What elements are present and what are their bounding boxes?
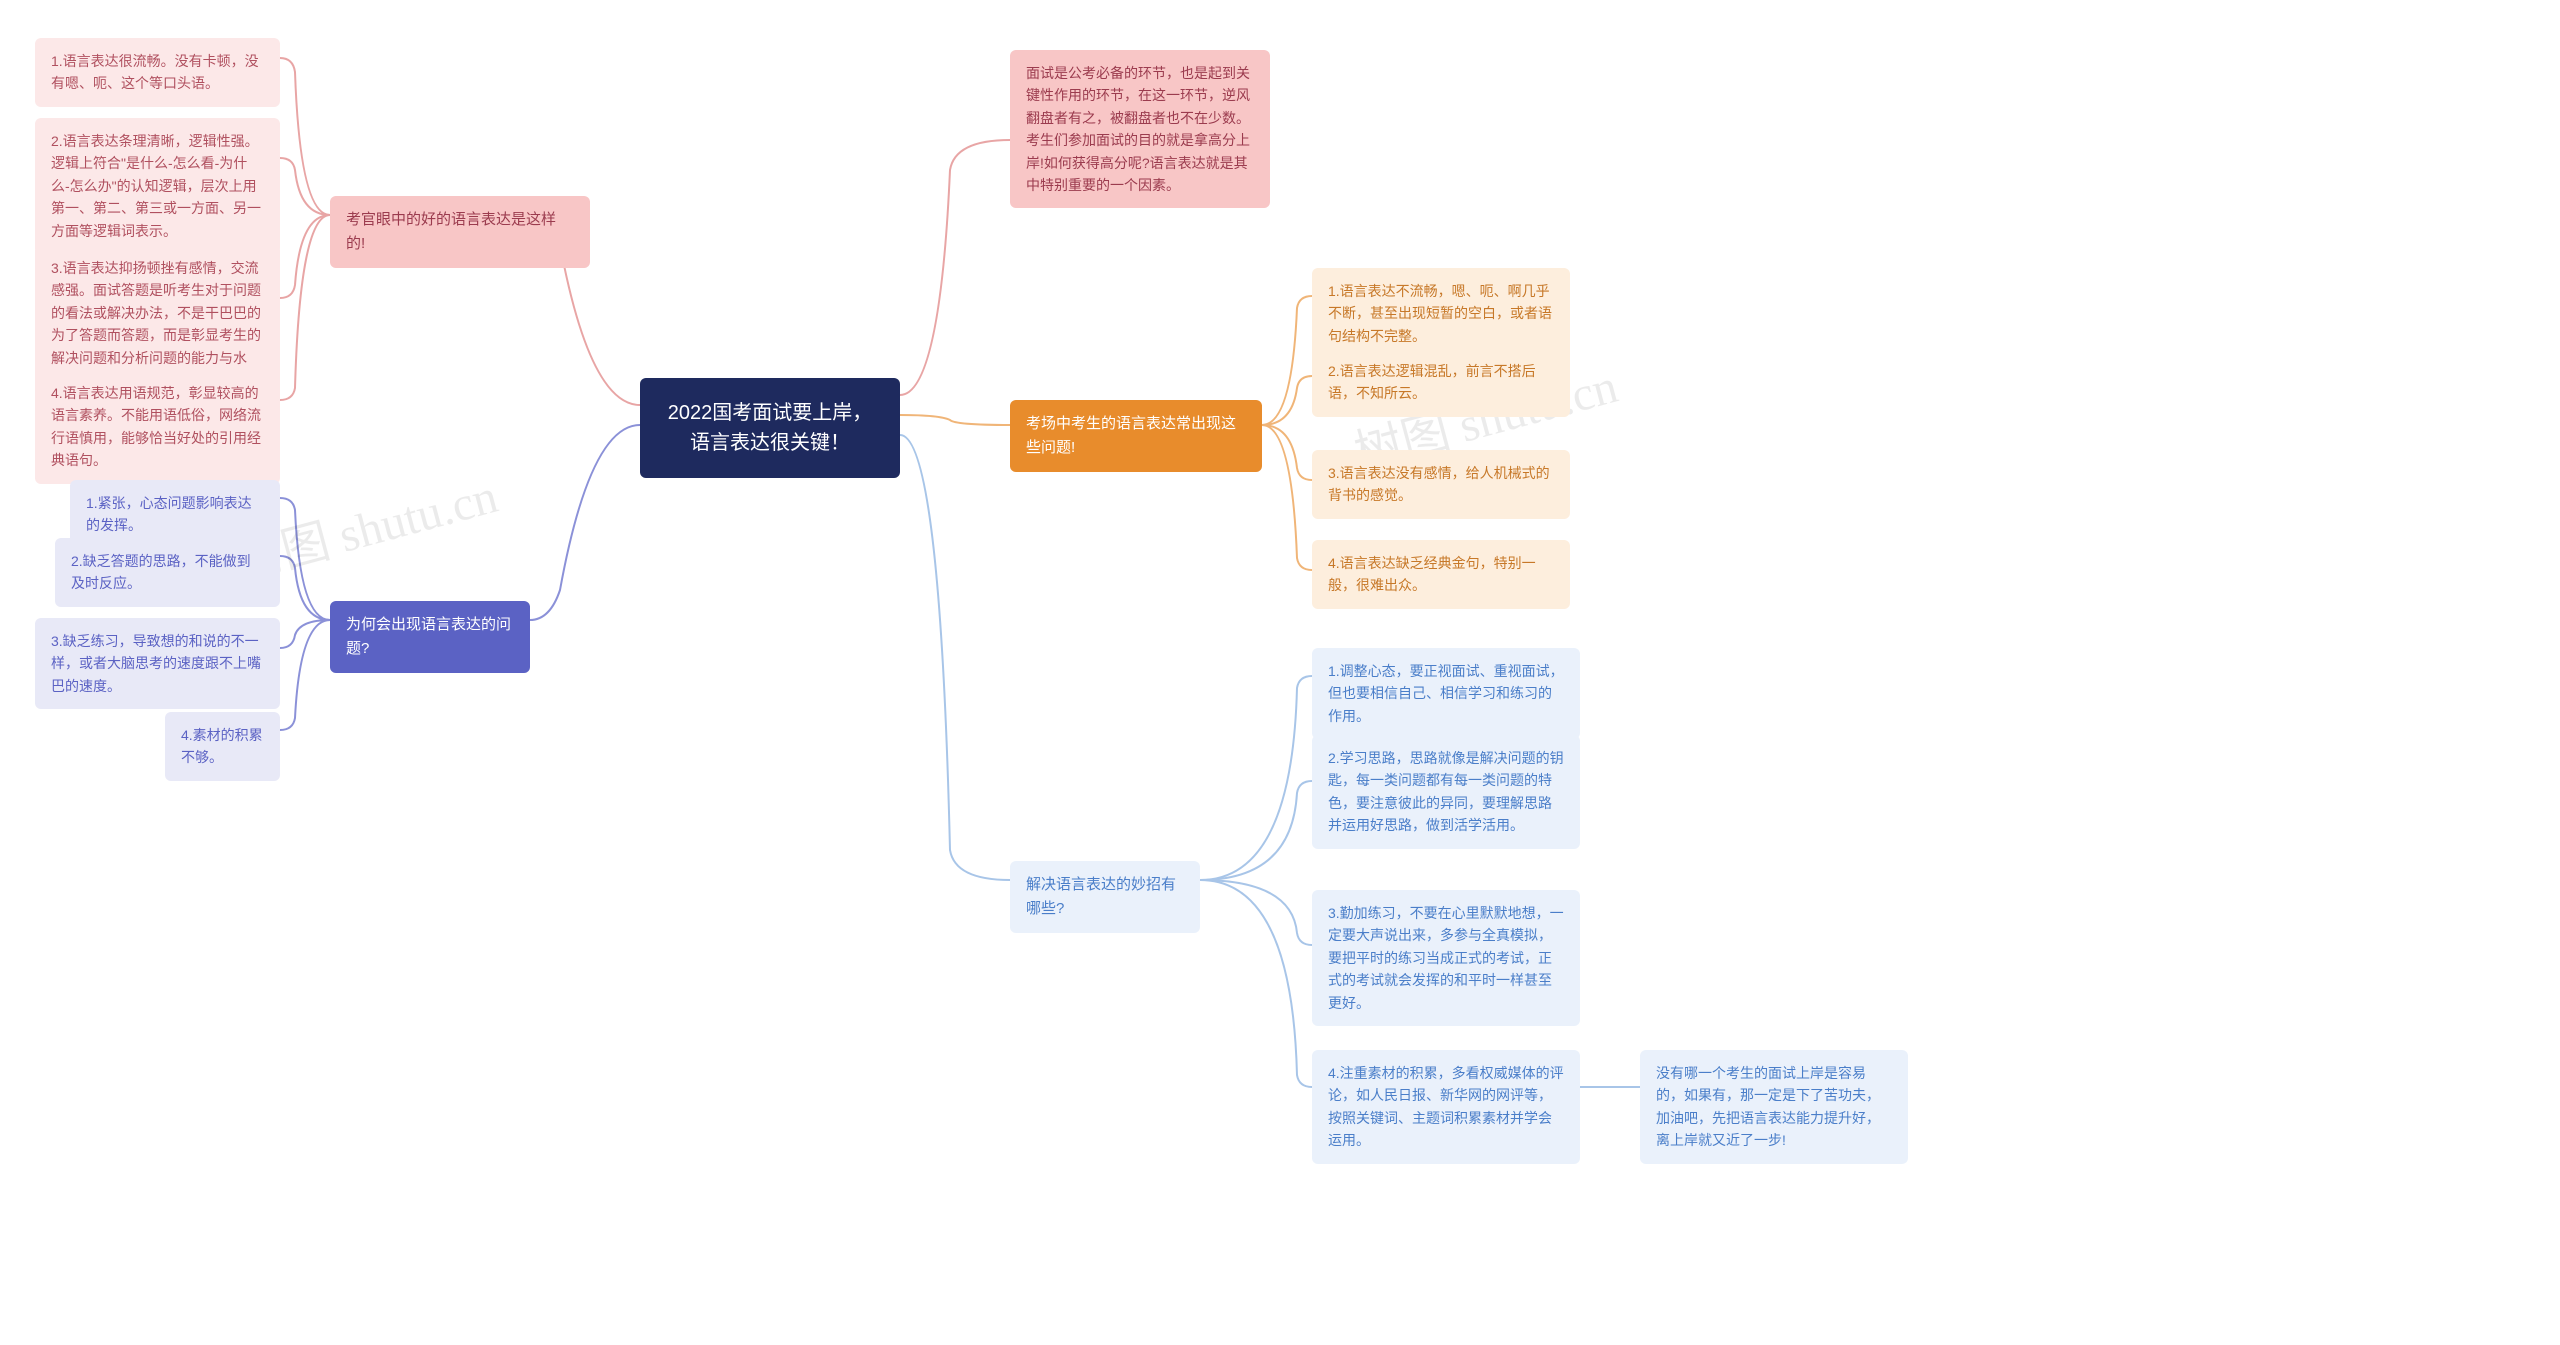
right-orange-leaf-2: 3.语言表达没有感情，给人机械式的背书的感觉。 xyxy=(1312,450,1570,519)
right-blue-leaf-2: 3.勤加练习，不要在心里默默地想，一定要大声说出来，多参与全真模拟，要把平时的练… xyxy=(1312,890,1580,1026)
left-purple-leaf-1: 2.缺乏答题的思路，不能做到及时反应。 xyxy=(55,538,280,607)
left-purple-main[interactable]: 为何会出现语言表达的问题? xyxy=(330,601,530,673)
intro-box: 面试是公考必备的环节，也是起到关键性作用的环节，在这一环节，逆风翻盘者有之，被翻… xyxy=(1010,50,1270,208)
right-orange-leaf-0: 1.语言表达不流畅，嗯、呃、啊几乎不断，甚至出现短暂的空白，或者语句结构不完整。 xyxy=(1312,268,1570,359)
left-purple-leaf-3: 4.素材的积累不够。 xyxy=(165,712,280,781)
root-node[interactable]: 2022国考面试要上岸，语言表达很关键！ xyxy=(640,378,900,478)
left-purple-leaf-2: 3.缺乏练习，导致想的和说的不一样，或者大脑思考的速度跟不上嘴巴的速度。 xyxy=(35,618,280,709)
right-blue-tail: 没有哪一个考生的面试上岸是容易的，如果有，那一定是下了苦功夫，加油吧，先把语言表… xyxy=(1640,1050,1908,1164)
right-orange-leaf-3: 4.语言表达缺乏经典金句，特别一般，很难出众。 xyxy=(1312,540,1570,609)
right-orange-main[interactable]: 考场中考生的语言表达常出现这些问题! xyxy=(1010,400,1262,472)
right-blue-leaf-3: 4.注重素材的积累，多看权威媒体的评论，如人民日报、新华网的网评等，按照关键词、… xyxy=(1312,1050,1580,1164)
right-blue-main[interactable]: 解决语言表达的妙招有哪些? xyxy=(1010,861,1200,933)
left-pink-leaf-1: 2.语言表达条理清晰，逻辑性强。逻辑上符合"是什么-怎么看-为什么-怎么办"的认… xyxy=(35,118,280,254)
left-pink-main[interactable]: 考官眼中的好的语言表达是这样的! xyxy=(330,196,590,268)
right-blue-leaf-0: 1.调整心态，要正视面试、重视面试，但也要相信自己、相信学习和练习的作用。 xyxy=(1312,648,1580,739)
right-blue-leaf-1: 2.学习思路，思路就像是解决问题的钥匙，每一类问题都有每一类问题的特色，要注意彼… xyxy=(1312,735,1580,849)
left-pink-leaf-3: 4.语言表达用语规范，彰显较高的语言素养。不能用语低俗，网络流行语慎用，能够恰当… xyxy=(35,370,280,484)
left-pink-leaf-0: 1.语言表达很流畅。没有卡顿，没有嗯、呃、这个等口头语。 xyxy=(35,38,280,107)
right-orange-leaf-1: 2.语言表达逻辑混乱，前言不搭后语，不知所云。 xyxy=(1312,348,1570,417)
